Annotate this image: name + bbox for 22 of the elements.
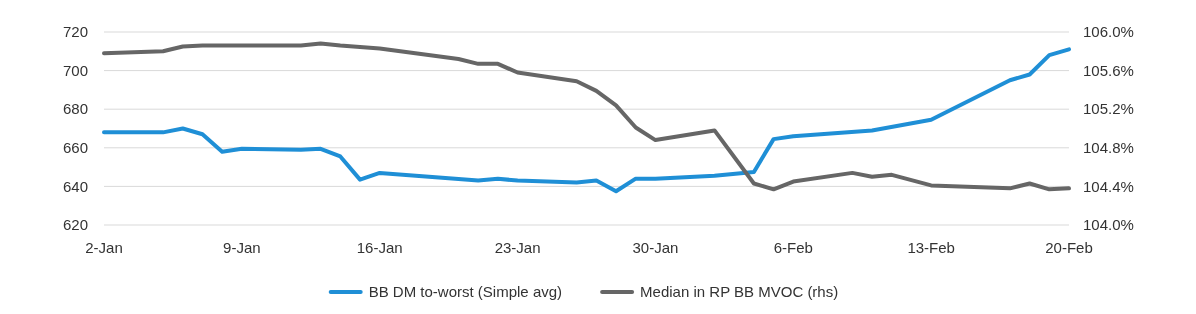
y2-tick-label: 104.8% <box>1083 139 1134 157</box>
y2-tick-label: 106.0% <box>1083 23 1134 41</box>
y-tick-label: 640 <box>62 177 88 195</box>
y2-tick-label: 105.2% <box>1083 100 1134 118</box>
legend-label: Median in RP BB MVOC (rhs) <box>640 283 839 301</box>
y2-tick-label: 104.4% <box>1083 177 1134 195</box>
x-tick-label: 30-Jan <box>632 239 679 256</box>
x-tick-label: 20-Feb <box>1045 239 1093 256</box>
y-tick-label: 700 <box>62 61 88 79</box>
y-tick-label: 680 <box>62 100 88 118</box>
y-tick-label: 620 <box>62 216 88 234</box>
x-tick-label: 6-Feb <box>773 239 813 256</box>
x-tick-label: 13-Feb <box>907 239 955 256</box>
x-tick-label: 9-Jan <box>223 239 261 256</box>
y-tick-label: 720 <box>62 23 88 41</box>
y2-tick-label: 105.6% <box>1083 61 1134 79</box>
legend-label: BB DM to-worst (Simple avg) <box>368 283 563 301</box>
x-tick-label: 16-Jan <box>356 239 403 256</box>
x-tick-label: 2-Jan <box>85 239 123 256</box>
y2-tick-label: 104.0% <box>1083 216 1134 234</box>
y-tick-label: 660 <box>62 139 88 157</box>
x-tick-label: 23-Jan <box>494 239 541 256</box>
